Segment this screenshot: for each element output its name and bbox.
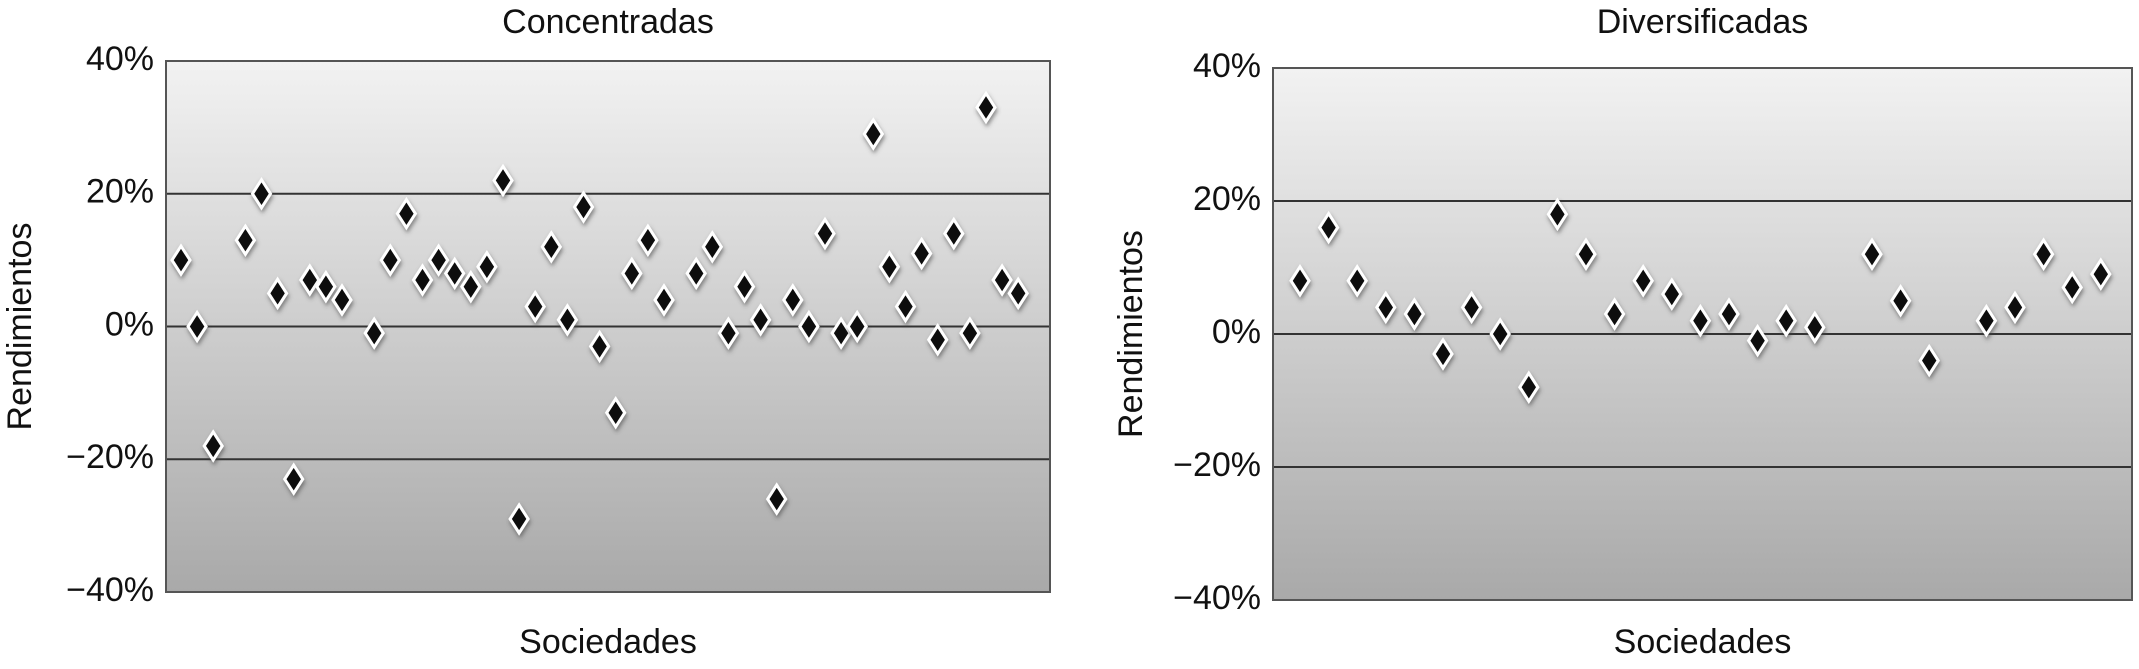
y-tick-label: 0% (105, 305, 154, 343)
data-point (653, 283, 675, 317)
y-tick-label: −40% (1173, 579, 1261, 617)
data-point (637, 223, 659, 257)
data-point (1718, 297, 1740, 331)
data-point (846, 309, 868, 344)
y-tick-label: −40% (66, 571, 154, 609)
data-point (798, 309, 820, 344)
data-point (202, 429, 224, 463)
data-point (830, 316, 852, 350)
data-point (782, 283, 804, 317)
data-point (910, 236, 933, 271)
data-point (1289, 264, 1311, 298)
data-point (1317, 210, 1340, 245)
data-point (2090, 257, 2112, 291)
data-point (1804, 310, 1826, 345)
data-point (765, 482, 788, 516)
data-point (1603, 297, 1626, 331)
data-point (476, 249, 498, 284)
data-point (975, 90, 997, 125)
data-point (1489, 317, 1511, 351)
data-point (862, 117, 885, 151)
data-point (427, 243, 450, 277)
data-point (234, 223, 257, 257)
data-point (395, 196, 418, 231)
data-point (2061, 270, 2083, 305)
data-point (926, 323, 949, 357)
data-point (1661, 277, 1683, 311)
data-point (266, 276, 289, 311)
data-point (443, 256, 466, 291)
data-point (814, 216, 836, 251)
data-point (1746, 323, 1769, 358)
data-point (524, 289, 546, 324)
plot-border (165, 60, 1051, 593)
data-point (540, 230, 563, 264)
data-point (1918, 343, 1940, 378)
data-point (1007, 276, 1029, 311)
data-point (701, 230, 724, 264)
y-axis-label: Rendimientos (1, 223, 39, 431)
data-point (1403, 297, 1426, 331)
data-point (621, 256, 643, 291)
data-point (508, 502, 530, 536)
data-point (1861, 237, 1883, 271)
data-point (282, 462, 305, 496)
data-point (492, 163, 514, 198)
data-point (315, 269, 337, 304)
data-point (379, 243, 402, 277)
data-point (1460, 290, 1483, 325)
data-point (1689, 303, 1712, 338)
data-point (2004, 290, 2026, 325)
data-point (170, 243, 192, 277)
x-axis-label: Sociedades (519, 623, 697, 661)
data-point (894, 289, 917, 324)
y-tick-label: −20% (66, 438, 154, 476)
data-point (878, 249, 901, 284)
data-point (331, 283, 353, 317)
data-point (556, 303, 579, 337)
y-tick-label: 40% (1193, 47, 1261, 85)
chart-title: Diversificadas (1597, 3, 1809, 41)
plot-border (1272, 67, 2133, 601)
data-point (460, 269, 482, 304)
y-axis-label: Rendimientos (1112, 230, 1150, 438)
chart-title: Concentradas (502, 3, 714, 41)
x-axis-label: Sociedades (1614, 623, 1792, 661)
data-point (299, 263, 321, 297)
data-point (604, 396, 627, 430)
y-tick-label: 40% (86, 40, 154, 78)
data-point (991, 263, 1013, 297)
data-point (959, 316, 981, 350)
data-point (363, 316, 385, 350)
data-point (572, 190, 595, 224)
data-point (411, 263, 434, 297)
y-tick-label: −20% (1173, 446, 1261, 484)
data-point (749, 303, 772, 337)
data-point (685, 256, 707, 291)
data-point (1346, 264, 1368, 298)
data-point (1775, 303, 1797, 338)
y-tick-label: 20% (1193, 180, 1261, 218)
data-point (733, 269, 756, 304)
data-point (588, 329, 611, 364)
data-point (2032, 237, 2055, 271)
data-point (186, 309, 208, 344)
data-point (1546, 197, 1569, 232)
data-point (250, 176, 273, 211)
y-tick-label: 0% (1212, 313, 1261, 351)
data-point (1889, 283, 1912, 318)
data-point (1575, 237, 1597, 271)
data-point (1975, 303, 1998, 338)
data-point (1375, 290, 1397, 325)
data-point (717, 316, 740, 350)
data-point (1518, 370, 1540, 404)
y-tick-label: 20% (86, 173, 154, 211)
data-point (1432, 337, 1454, 371)
data-point (943, 216, 965, 251)
data-point (1632, 264, 1654, 298)
